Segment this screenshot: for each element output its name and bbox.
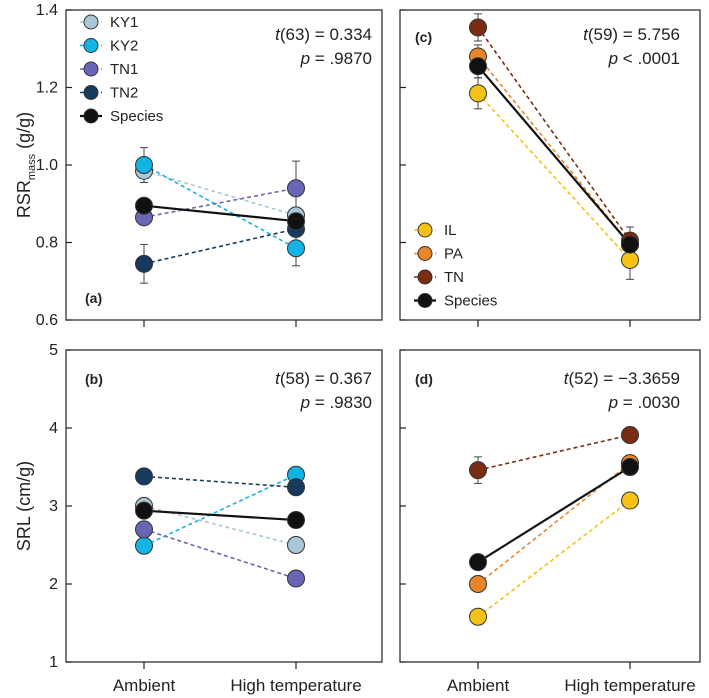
x-label-ambient-left: Ambient <box>113 676 176 695</box>
panel-c <box>399 9 701 327</box>
y-tick-label: 5 <box>49 342 58 359</box>
panel-d <box>399 349 701 669</box>
legend-label-ky1: KY1 <box>110 14 138 31</box>
data-point-ky2 <box>135 536 153 555</box>
legend-marker-tn2 <box>83 85 99 100</box>
legend-label-il: IL <box>444 222 457 239</box>
data-point-pa <box>469 575 487 593</box>
series-line-ky2 <box>143 164 297 250</box>
stat-p-b: p = .9830 <box>300 393 372 412</box>
data-point-species <box>469 553 487 572</box>
data-point-tn2 <box>135 254 153 273</box>
legend-marker-species <box>417 293 433 308</box>
data-point-ky1 <box>287 536 305 554</box>
series-line-tn2 <box>143 475 297 489</box>
data-point-tn1 <box>135 520 153 539</box>
legend-marker-tn <box>417 269 433 285</box>
x-label-ambient-right: Ambient <box>447 676 510 695</box>
panel-label-c: (c) <box>415 29 432 45</box>
data-point-species <box>287 511 305 530</box>
legend-label-tn: TN <box>444 269 464 286</box>
data-point-species <box>135 196 153 215</box>
legend-label-ky2: KY2 <box>110 38 138 55</box>
y-tick-label: 1.0 <box>36 157 58 174</box>
legend-label-pa: PA <box>444 246 463 263</box>
series-line-ky1 <box>143 170 297 217</box>
legend-marker-tn1 <box>83 61 99 77</box>
legend-label-species: Species <box>444 293 497 310</box>
legend-label-species: Species <box>110 108 163 125</box>
series-line-pa <box>477 55 631 245</box>
legend-marker-species <box>83 108 99 124</box>
data-point-tn <box>469 461 487 480</box>
stat-t-b: t(58) = 0.367 <box>275 369 372 388</box>
legend-label-tn1: TN1 <box>110 61 138 78</box>
series-line-species <box>477 65 631 246</box>
y-tick-label: 1.2 <box>36 80 58 97</box>
y-tick-label: 4 <box>49 420 58 437</box>
panel-label-a: (a) <box>85 290 102 306</box>
panel-b: 1 2 3 4 5 <box>49 342 383 671</box>
data-point-il <box>469 607 487 626</box>
data-point-species <box>469 57 487 76</box>
data-point-species <box>621 235 639 254</box>
x-label-hightemp-left: High temperature <box>230 676 361 695</box>
y-tick-label: 1 <box>49 654 58 671</box>
data-point-tn <box>469 18 487 37</box>
data-point-species <box>135 501 153 520</box>
data-point-tn <box>621 426 639 445</box>
data-point-ky2 <box>135 156 153 174</box>
data-point-ky2 <box>287 239 305 258</box>
series-line-tn2 <box>143 228 297 265</box>
legend-marker-pa <box>417 246 433 261</box>
data-point-il <box>621 250 639 269</box>
panel-label-d: (d) <box>415 371 433 387</box>
stat-t-c: t(59) = 5.756 <box>583 25 680 44</box>
panel-label-b: (b) <box>85 371 103 387</box>
stat-p-c: p < .0001 <box>608 49 680 68</box>
y-tick-label: 3 <box>49 498 58 515</box>
series-line-il <box>477 499 631 618</box>
stat-p-a: p = .9870 <box>300 49 372 68</box>
series-line-species <box>477 466 631 564</box>
series-line-species <box>143 204 297 223</box>
stat-p-d: p = .0030 <box>608 393 680 412</box>
legend-populations-il-pa-tn: IL PA TN Species <box>414 222 497 310</box>
series-line-tn1 <box>143 528 297 580</box>
data-point-tn2 <box>135 467 153 486</box>
legend-populations-ky-tn: KY1 KY2 TN1 TN2 Species <box>80 14 163 125</box>
series-line-tn1 <box>143 187 297 219</box>
data-point-species <box>287 212 305 231</box>
series-line-tn <box>477 434 631 471</box>
panel-a: 0.6 0.8 1.0 1.2 1.4 <box>36 2 383 329</box>
y-axis-label-rsr: RSRmass (g/g) <box>14 112 38 218</box>
data-point-tn1 <box>287 569 305 588</box>
data-point-tn2 <box>287 478 305 497</box>
legend-label-tn2: TN2 <box>110 85 138 102</box>
series-line-tn <box>477 26 631 242</box>
series-line-species <box>143 509 297 522</box>
y-tick-label: 1.4 <box>36 2 58 19</box>
data-point-tn1 <box>287 179 305 198</box>
legend-marker-ky2 <box>83 38 99 53</box>
x-label-hightemp-right: High temperature <box>564 676 695 695</box>
data-point-species <box>621 458 639 476</box>
y-tick-label: 0.6 <box>36 312 58 329</box>
y-tick-label: 2 <box>49 576 58 593</box>
y-tick-label: 0.8 <box>36 235 58 252</box>
legend-marker-ky1 <box>83 14 99 30</box>
legend-marker-il <box>417 222 433 238</box>
data-point-il <box>621 491 639 510</box>
stat-t-a: t(63) = 0.334 <box>275 25 372 44</box>
data-point-il <box>469 84 487 103</box>
y-axis-label-srl: SRL (cm/g) <box>14 461 34 551</box>
stat-t-d: t(52) = −3.3659 <box>564 369 680 388</box>
series-line-il <box>477 92 631 261</box>
series-line-ky1 <box>143 505 297 546</box>
